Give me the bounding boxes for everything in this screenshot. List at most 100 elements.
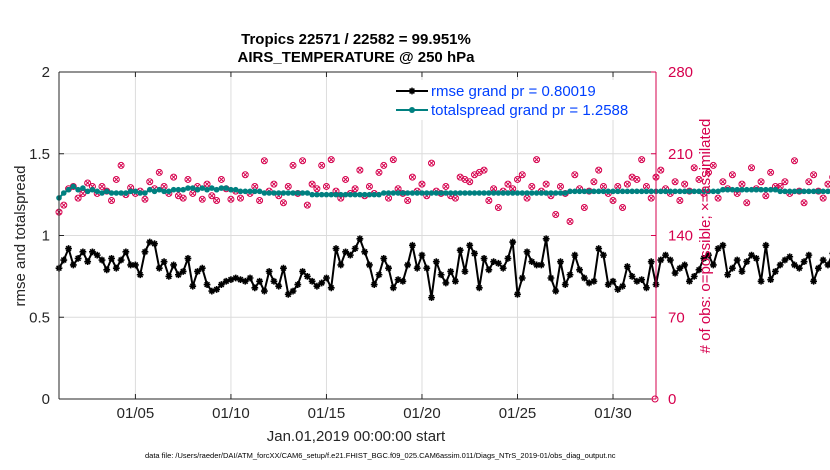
totalspread-point (266, 190, 272, 196)
obs-point-cross (534, 157, 540, 163)
obs-point-circle (676, 196, 684, 204)
rmse-point (681, 261, 689, 269)
obs-point-circle (767, 168, 775, 176)
y-tick-label-right: 210 (668, 146, 693, 163)
rmse-series (55, 235, 830, 302)
obs-point-cross (237, 195, 244, 201)
rmse-point (762, 241, 770, 249)
totalspread-point (481, 190, 487, 196)
obs-point-circle (69, 182, 77, 190)
obs-point (208, 192, 216, 200)
rmse-point (409, 241, 416, 249)
x-tick-label: 01/15 (308, 405, 346, 422)
obs-point-circle (681, 180, 689, 188)
rmse-point (576, 266, 583, 274)
obs-point-cross (443, 183, 449, 190)
totalspread-point (595, 188, 602, 195)
rmse-point (528, 258, 536, 266)
obs-point-cross (615, 183, 621, 190)
obs-point (418, 180, 426, 188)
totalspread-point (84, 188, 91, 195)
rmse-point (260, 287, 268, 295)
obs-point-cross (514, 176, 521, 182)
obs-point (146, 178, 154, 186)
rmse-point (270, 277, 278, 285)
obs-point (623, 180, 631, 188)
totalspread-point (137, 190, 143, 196)
rmse-point (189, 282, 197, 290)
rmse-point (203, 281, 211, 288)
obs-point-circle (709, 161, 717, 169)
rmse-point (638, 276, 646, 284)
obs-point-circle (236, 194, 244, 202)
obs-point (819, 194, 827, 202)
totalspread-point (634, 188, 640, 195)
obs-point (728, 171, 736, 179)
obs-point-circle (595, 166, 603, 174)
totalspread-point (194, 186, 201, 193)
chart-title: Tropics 22571 / 22582 = 99.951% (241, 31, 471, 48)
obs-point-cross (209, 193, 215, 199)
obs-point-cross (729, 172, 735, 178)
totalspread-point (705, 188, 712, 195)
rmse-point (533, 261, 540, 269)
rmse-point (494, 259, 502, 267)
obs-point (428, 159, 436, 167)
obs-point-cross (524, 195, 530, 201)
totalspread-point (380, 190, 387, 196)
totalspread-point (80, 185, 86, 191)
obs-point-cross (567, 218, 573, 225)
rmse-point (452, 277, 459, 285)
totalspread-point (123, 190, 129, 196)
totalspread-point (209, 185, 215, 191)
obs-point (695, 175, 703, 183)
obs-point (705, 168, 713, 176)
obs-point (404, 196, 412, 204)
totalspread-point (643, 188, 650, 195)
obs-point-cross (491, 186, 497, 192)
obs-point-cross (639, 157, 645, 163)
totalspread-point (667, 188, 674, 195)
obs-point-cross (242, 172, 248, 178)
obs-point-cross (328, 157, 334, 163)
obs-point-cross (529, 183, 535, 190)
rmse-point (561, 281, 569, 288)
totalspread-point (185, 185, 191, 191)
rmse-point (518, 274, 526, 282)
rmse-point (547, 274, 555, 282)
y-tick-label-left: 0.5 (29, 309, 50, 326)
rmse-point (676, 264, 684, 272)
rmse-point (375, 271, 383, 279)
obs-point-cross (715, 195, 721, 201)
rmse-point (719, 241, 727, 249)
rmse-point (160, 258, 168, 266)
obs-point (480, 166, 488, 174)
obs-point (375, 168, 383, 176)
rmse-point (303, 272, 311, 280)
rmse-point (432, 258, 440, 266)
rmse-point (194, 268, 201, 275)
totalspread-point (428, 190, 435, 196)
obs-point-circle (351, 185, 359, 193)
totalspread-point (103, 188, 110, 195)
obs-point-circle (657, 166, 665, 174)
obs-point (356, 166, 364, 174)
obs-point (566, 217, 574, 225)
obs-point-cross (147, 179, 153, 185)
rmse-point (60, 256, 68, 264)
obs-point-cross (271, 181, 277, 187)
rmse-point (351, 245, 359, 252)
rmse-point (590, 277, 598, 285)
obs-point (743, 199, 751, 207)
totalspread-point (600, 188, 607, 195)
obs-point (241, 171, 249, 179)
totalspread-point (605, 188, 612, 195)
totalspread-point (328, 191, 335, 198)
obs-point-circle (781, 178, 789, 186)
rmse-point (198, 264, 206, 272)
obs-point-circle (375, 168, 383, 176)
obs-point-cross (811, 172, 817, 178)
obs-point-circle (184, 175, 192, 183)
obs-point-cross (791, 158, 798, 164)
